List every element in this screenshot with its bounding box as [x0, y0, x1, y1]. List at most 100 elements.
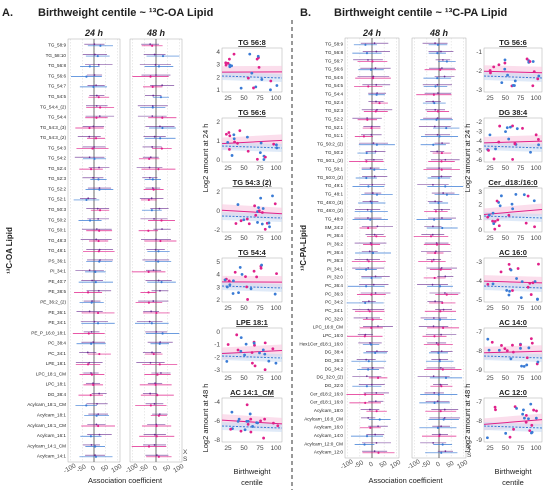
scatter-x-tick: 25 — [224, 165, 232, 172]
scatter-point — [228, 147, 231, 151]
estimate-point-s — [442, 418, 445, 421]
x-tick-label: 50 — [446, 460, 456, 470]
scatter-point — [493, 219, 497, 223]
lipid-label: Acylcarn_14:1_CM — [27, 443, 66, 448]
legend-x: X — [467, 445, 472, 452]
estimate-point-s — [147, 301, 151, 304]
scatter-point — [486, 282, 490, 286]
scatter-point — [496, 218, 500, 222]
scatter-title: Cer_d18:/16:0 — [488, 178, 537, 187]
scatter-x-tick: 50 — [502, 235, 510, 242]
estimate-point-s — [155, 424, 158, 428]
estimate-point-s — [97, 250, 100, 253]
lipid-label: Hex1Cer_d18:1_16:0 — [299, 341, 343, 346]
scatter-point — [513, 79, 517, 83]
estimate-point-x — [161, 84, 164, 87]
x-tick-label: 100 — [389, 459, 402, 471]
scatter-point — [248, 52, 252, 56]
scatter-x-tick: 75 — [256, 95, 264, 102]
scatter-point — [256, 54, 260, 58]
scatter-point — [503, 58, 507, 62]
estimate-point-s — [85, 75, 88, 78]
estimate-point-s — [441, 326, 445, 330]
fit-line-pink — [483, 70, 543, 74]
scatter-point — [537, 138, 540, 141]
estimate-point-x — [93, 146, 95, 148]
scatter-point — [497, 140, 501, 144]
lipid-label: DG_32:0 — [325, 383, 344, 388]
estimate-point-s — [94, 281, 97, 284]
estimate-point-x — [365, 375, 368, 378]
estimate-point-s — [430, 260, 434, 263]
lipid-label: PI_36:4 — [327, 233, 343, 238]
lipid-label: TG_56:6 — [325, 67, 343, 72]
estimate-point-s — [90, 301, 93, 304]
estimate-point-s — [375, 410, 378, 413]
estimate-point-x — [371, 183, 374, 186]
scatter-point — [509, 357, 513, 361]
estimate-point-s — [155, 435, 158, 438]
scatter-point — [245, 217, 249, 221]
estimate-point-x — [440, 333, 443, 336]
estimate-point-s — [365, 52, 369, 55]
x-tick-label: 100 — [172, 463, 185, 475]
scatter-point — [273, 202, 277, 206]
estimate-point-s — [157, 250, 160, 253]
scatter-point — [272, 142, 276, 146]
scatter-point — [527, 417, 530, 421]
scatter-point — [271, 194, 274, 198]
scatter-point — [489, 71, 492, 75]
time-label-24h: 24 h — [84, 28, 104, 38]
scatter-point — [238, 266, 242, 269]
x-tick-label: -100 — [407, 458, 422, 471]
estimate-point-s — [445, 60, 448, 63]
estimate-point-x — [366, 208, 369, 211]
scatter-x-label: Birthweight — [233, 467, 271, 476]
scatter-point — [230, 410, 234, 414]
scatter-point — [228, 283, 232, 287]
estimate-point-s — [439, 268, 442, 271]
x-tick-label: -50 — [138, 463, 150, 474]
estimate-point-s — [161, 54, 165, 58]
estimate-point-s — [147, 198, 150, 202]
scatter-y-tick: 0 — [216, 329, 220, 336]
scatter-point — [259, 266, 263, 270]
scatter-point — [248, 412, 252, 416]
estimate-point-s — [367, 85, 370, 88]
lipid-label: TG_50:2 — [48, 217, 66, 222]
estimate-point-s — [160, 281, 163, 284]
estimate-point-s — [88, 219, 92, 222]
estimate-point-s — [369, 68, 373, 71]
scatter-y-tick: -2 — [214, 354, 220, 361]
estimate-point-x — [376, 92, 379, 95]
estimate-point-s — [157, 168, 160, 171]
estimate-point-s — [99, 44, 102, 47]
scatter-point — [536, 360, 540, 364]
time-label-48h: 48 h — [146, 28, 166, 38]
scatter-point — [525, 57, 529, 61]
estimate-point-s — [151, 85, 154, 88]
scatter-point — [508, 435, 512, 439]
scatter-point — [275, 146, 279, 150]
estimate-point-x — [375, 100, 377, 103]
lipid-label: PE_34:1 — [48, 320, 66, 325]
estimate-point-s — [440, 451, 443, 454]
x-tick-label: -50 — [76, 463, 88, 474]
scatter-point — [511, 207, 515, 211]
estimate-point-s — [370, 201, 373, 205]
scatter-point — [258, 351, 261, 355]
scatter-y-tick: 2 — [216, 189, 220, 196]
estimate-point-x — [95, 104, 98, 107]
estimate-point-s — [94, 270, 97, 273]
estimate-point-s — [432, 143, 435, 146]
lipid-label: TG_54:7 — [48, 84, 66, 89]
scatter-point — [262, 158, 266, 161]
estimate-point-x — [432, 375, 435, 378]
scatter-point — [243, 353, 246, 357]
scatter-point — [246, 298, 249, 301]
estimate-point-s — [435, 118, 438, 121]
estimate-point-s — [370, 210, 373, 213]
estimate-point-x — [152, 94, 155, 97]
scatter-y-tick: 4 — [216, 49, 220, 56]
estimate-point-s — [98, 352, 101, 356]
